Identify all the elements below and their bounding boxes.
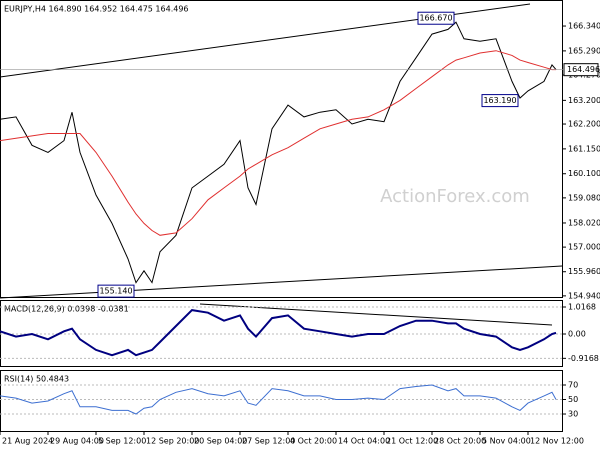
price-label: 163.190 (483, 96, 516, 105)
x-tick-label: 14 Oct 04:00 (338, 437, 390, 446)
x-tick-label: 4 Oct 20:00 (290, 437, 337, 446)
x-tick-label: 20 Sep 04:00 (194, 437, 247, 446)
series-line (0, 309, 557, 357)
price-panel (0, 0, 563, 298)
y-tick-label: 0.00 (568, 329, 586, 338)
y-tick-label: 160.100 (568, 169, 600, 178)
y-tick-label: 162.200 (568, 120, 600, 129)
y-tick-label: 166.340 (568, 22, 600, 31)
y-tick-label: 1.0168 (568, 302, 596, 311)
panel-title: RSI(14) 50.4843 (4, 375, 69, 384)
y-tick-label: 165.290 (568, 46, 600, 55)
x-tick-label: 29 Aug 04:00 (50, 437, 104, 446)
panel-title: MACD(12,26,9) 0.0398 -0.0381 (4, 305, 129, 314)
y-tick-label: -0.9168 (568, 354, 599, 363)
series-line (0, 50, 556, 236)
x-tick-label: 12 Sep 20:00 (146, 437, 199, 446)
x-tick-label: 27 Sep 12:00 (242, 437, 295, 446)
x-tick-label: 21 Oct 12:00 (386, 437, 438, 446)
rsi-panel (0, 370, 563, 432)
x-tick-label: 21 Aug 2024 (2, 437, 53, 446)
last-price-label: 164.496 (567, 65, 600, 74)
price-label: 166.670 (419, 14, 452, 23)
y-tick-label: 70 (568, 381, 578, 390)
series-line (0, 384, 557, 415)
price-label: 155.140 (99, 287, 132, 296)
watermark: ActionForex.com (380, 186, 530, 207)
x-tick-label: 12 Nov 12:00 (530, 437, 584, 446)
series-line (0, 21, 557, 284)
y-tick-label: 30 (568, 410, 578, 419)
x-tick-label: 28 Oct 20:00 (434, 437, 486, 446)
y-tick-label: 154.940 (568, 291, 600, 300)
x-tick-label: 5 Sep 12:00 (98, 437, 146, 446)
trend-line (0, 265, 563, 299)
y-tick-label: 159.080 (568, 193, 600, 202)
price-label-box (417, 11, 455, 25)
y-tick-label: 157.000 (568, 243, 600, 252)
panel-title: EURJPY,H4 164.890 164.952 164.475 164.49… (4, 5, 189, 14)
last-price-box (563, 63, 599, 77)
y-tick-label: 161.150 (568, 144, 600, 153)
price-label-box (481, 94, 519, 108)
y-tick-label: 155.960 (568, 267, 600, 276)
y-tick-label: 163.200 (568, 96, 600, 105)
y-tick-label: 50 (568, 395, 578, 404)
x-tick-label: 5 Nov 04:00 (482, 437, 531, 446)
price-label-box (97, 284, 135, 298)
trend-line (199, 303, 553, 326)
y-tick-label: 158.020 (568, 218, 600, 227)
